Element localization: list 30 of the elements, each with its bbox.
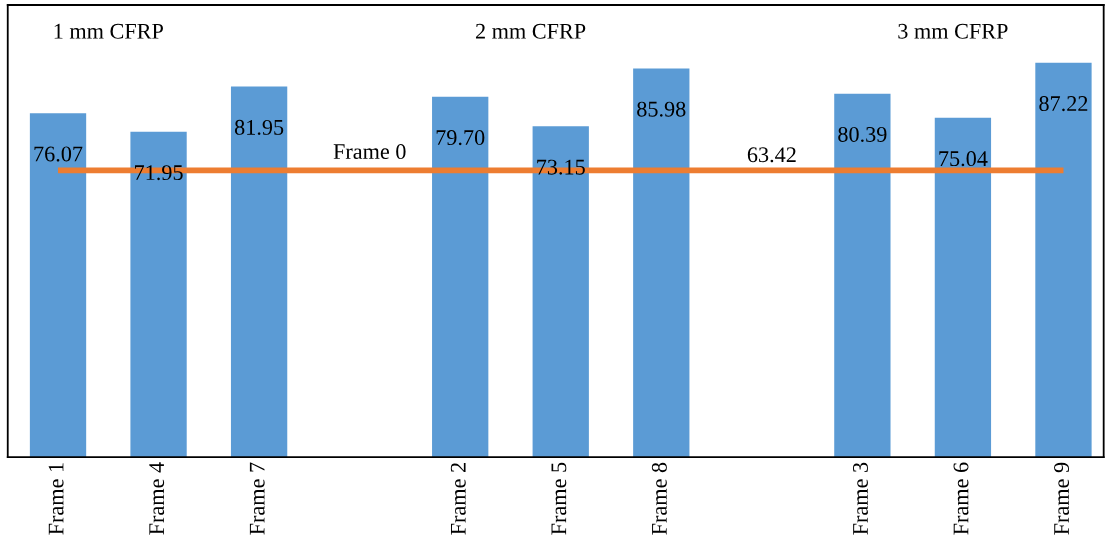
x-tick-label: Frame 1	[48, 463, 64, 535]
data-label: 79.70	[436, 130, 485, 146]
bar	[230, 86, 288, 458]
x-tick-label: Frame 3	[853, 462, 868, 535]
bar	[1035, 62, 1092, 458]
bar	[29, 113, 87, 458]
data-label: 81.95	[234, 119, 284, 135]
x-tick-label: Frame 4	[149, 462, 165, 535]
x-tick-label: Frame 8	[651, 462, 667, 535]
bar	[130, 131, 187, 458]
bar	[432, 96, 489, 458]
ref-line-label: Frame 0	[333, 144, 406, 160]
data-label: 76.07	[34, 146, 83, 162]
annotation: 63.42	[747, 147, 796, 163]
data-label: 87.22	[1039, 96, 1088, 112]
data-label: 85.98	[637, 101, 686, 117]
bar	[934, 117, 992, 458]
x-tick-label: Frame 2	[450, 463, 466, 535]
x-tick-label: Frame 9	[1054, 462, 1070, 535]
bar	[834, 93, 891, 458]
data-label: 80.39	[838, 126, 887, 143]
data-label: 75.04	[939, 151, 988, 167]
x-tick-label: Frame 7	[249, 462, 265, 535]
annotation: 2 mm CFRP	[475, 23, 586, 39]
bar	[532, 126, 589, 458]
annotation: 3 mm CFRP	[898, 23, 1008, 39]
bar	[633, 68, 690, 458]
x-tick-label: Frame 5	[551, 462, 567, 535]
annotation: 1 mm CFRP	[54, 23, 163, 39]
x-tick-label: Frame 6	[953, 462, 969, 535]
